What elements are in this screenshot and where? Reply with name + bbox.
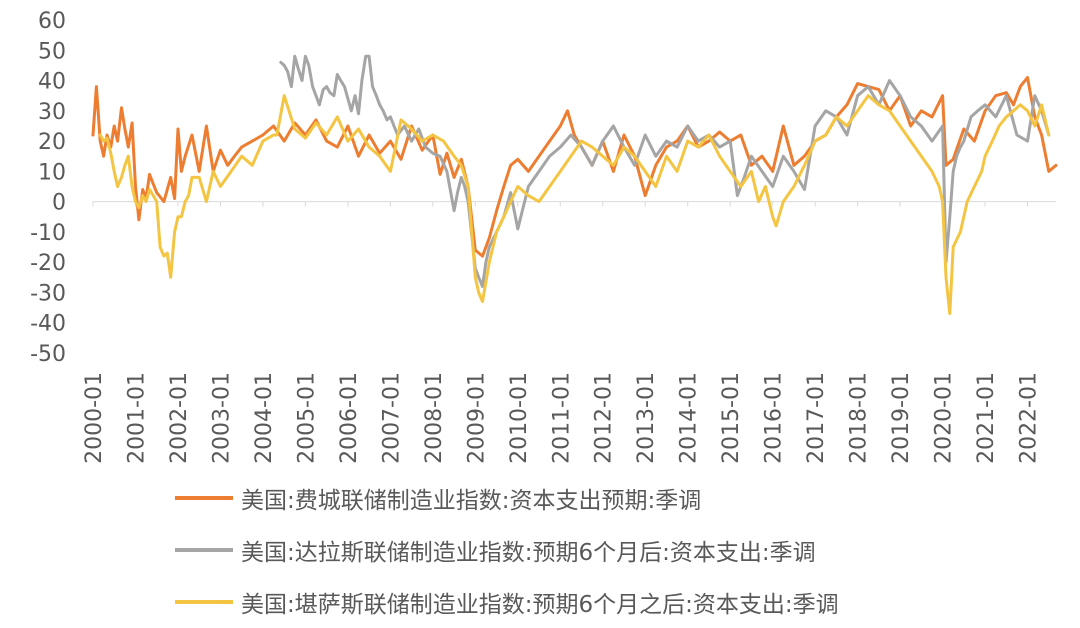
- y-tick-label: 30: [38, 100, 66, 125]
- x-tick-label: 2003-01: [209, 372, 234, 464]
- legend-swatch-kansas: [175, 600, 233, 604]
- legend: 美国:费城联储制造业指数:资本支出预期:季调 美国:达拉斯联储制造业指数:预期6…: [175, 472, 1055, 628]
- legend-item-philly: 美国:费城联储制造业指数:资本支出预期:季调: [175, 472, 1055, 524]
- legend-swatch-philly: [175, 496, 233, 500]
- x-tick-label: 2008-01: [422, 372, 447, 464]
- y-tick-label: -40: [30, 312, 66, 337]
- series-line-0: [91, 76, 1058, 258]
- y-axis-ticks: 60 50 40 30 20 10 0 -10 -20 -30 -40 -50: [30, 9, 66, 367]
- y-tick-label: -30: [30, 281, 66, 306]
- legend-label-philly: 美国:费城联储制造业指数:资本支出预期:季调: [241, 488, 702, 514]
- series-line-2: [98, 94, 1051, 316]
- x-tick-label: 2021-01: [974, 372, 999, 464]
- x-axis-ticks: 2000-01 2001-01 2002-01 2003-01 2004-01 2005-…: [82, 372, 1042, 464]
- x-tick-label: 2001-01: [124, 372, 149, 464]
- x-tick-label: 2002-01: [167, 372, 192, 464]
- x-tick-label: 2005-01: [294, 372, 319, 464]
- y-tick-label: 50: [38, 39, 66, 64]
- x-tick-label: 2011-01: [549, 372, 574, 464]
- x-tick-label: 2015-01: [719, 372, 744, 464]
- series-lines: [91, 54, 1058, 316]
- x-tick-label: 2004-01: [252, 372, 277, 464]
- legend-item-dallas: 美国:达拉斯联储制造业指数:预期6个月后:资本支出:季调: [175, 524, 1055, 576]
- x-tick-label: 2000-01: [82, 372, 107, 464]
- x-tick-label: 2007-01: [379, 372, 404, 464]
- x-tick-label: 2020-01: [932, 372, 957, 464]
- y-tick-label: -50: [30, 342, 66, 367]
- x-tick-label: 2013-01: [634, 372, 659, 464]
- y-tick-label: 0: [52, 191, 66, 216]
- x-tick-label: 2009-01: [464, 372, 489, 464]
- x-tick-label: 2017-01: [804, 372, 829, 464]
- series-line-1: [279, 54, 1051, 288]
- y-tick-label: -20: [30, 251, 66, 276]
- legend-item-kansas: 美国:堪萨斯联储制造业指数:预期6个月之后:资本支出:季调: [175, 576, 1055, 628]
- y-tick-label: 60: [38, 9, 66, 34]
- x-tick-label: 2006-01: [337, 372, 362, 464]
- x-tick-label: 2012-01: [592, 372, 617, 464]
- x-tick-label: 2010-01: [507, 372, 532, 464]
- x-axis-tickmarks: [92, 201, 1029, 207]
- y-tick-label: 20: [38, 130, 66, 155]
- y-tick-label: -10: [30, 221, 66, 246]
- y-tick-label: 40: [38, 70, 66, 95]
- y-tick-label: 10: [38, 160, 66, 185]
- x-tick-label: 2018-01: [847, 372, 872, 464]
- x-tick-label: 2022-01: [1017, 372, 1042, 464]
- legend-label-kansas: 美国:堪萨斯联储制造业指数:预期6个月之后:资本支出:季调: [241, 592, 839, 618]
- legend-label-dallas: 美国:达拉斯联储制造业指数:预期6个月后:资本支出:季调: [241, 540, 816, 566]
- legend-swatch-dallas: [175, 548, 233, 552]
- line-chart: 60 50 40 30 20 10 0 -10 -20 -30 -40 -50 2000-01 2001…: [30, 9, 1058, 464]
- x-tick-label: 2019-01: [889, 372, 914, 464]
- x-tick-label: 2016-01: [762, 372, 787, 464]
- x-tick-label: 2014-01: [677, 372, 702, 464]
